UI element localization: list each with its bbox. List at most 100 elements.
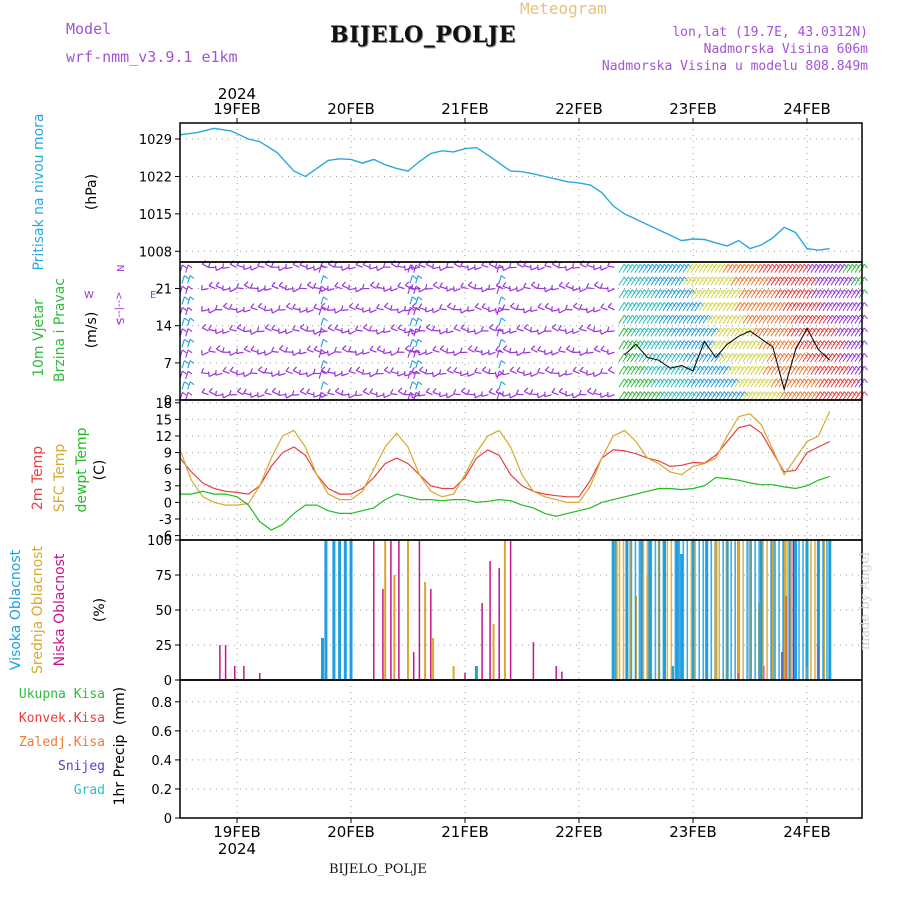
wind-barb: [667, 263, 672, 269]
wind-barb: [834, 378, 841, 388]
wind-barb: [806, 391, 813, 401]
wind-barb: [654, 327, 661, 337]
wind-barb: [854, 340, 861, 350]
wind-barb: [508, 392, 511, 398]
wind-barb: [690, 391, 697, 401]
wind-barb: [854, 353, 861, 363]
wind-barb: [407, 307, 411, 316]
wind-barb: [488, 387, 493, 393]
wind-barb: [558, 324, 562, 330]
wind-barb: [263, 305, 267, 311]
wind-barb: [746, 263, 753, 273]
wind-barb: [759, 289, 764, 294]
wind-barb: [627, 289, 632, 294]
wind-barb: [631, 391, 636, 396]
wind-barb: [663, 391, 668, 396]
wind-barb: [320, 275, 324, 284]
wind-barb: [810, 263, 817, 273]
wind-barb: [187, 285, 193, 290]
wind-barb: [650, 353, 657, 363]
wind-barb: [327, 392, 335, 396]
wind-barb: [445, 262, 449, 268]
wind-barb: [607, 306, 615, 311]
wind-barb: [790, 327, 797, 337]
wind-barb: [770, 314, 777, 324]
footer-station: BIJELO_POLJE: [329, 862, 427, 877]
wind-barb: [559, 372, 566, 378]
wind-barb: [623, 276, 628, 282]
wind-barb: [496, 307, 500, 316]
wind-barb: [495, 345, 499, 351]
wind-barb: [771, 340, 776, 345]
wind-barb: [807, 327, 812, 333]
wind-barb: [687, 391, 692, 396]
wind-barb: [851, 378, 856, 384]
wind-barb: [642, 289, 649, 299]
wind-barb: [208, 281, 213, 287]
wind-barb: [846, 365, 853, 375]
wind-barb: [782, 302, 789, 312]
wind-barb: [642, 276, 649, 286]
wind-barb: [835, 327, 840, 333]
wind-barb: [496, 264, 500, 273]
wind-barb: [618, 353, 625, 363]
wind-barb: [453, 367, 458, 372]
wind-barb: [699, 327, 704, 333]
wind-barb: [851, 276, 856, 282]
wind-barb: [647, 391, 652, 396]
wind-barb: [759, 327, 764, 333]
wind-barb: [767, 314, 772, 320]
wind-barb: [695, 365, 700, 371]
wind-barb: [714, 365, 721, 375]
wind-barb: [759, 391, 764, 396]
wind-barb: [718, 391, 725, 401]
wind-barb: [782, 289, 789, 299]
wind-barb: [630, 378, 637, 388]
wind-barb: [488, 323, 494, 329]
wind-barb: [695, 314, 700, 320]
wind-barb: [229, 308, 237, 311]
wind-barb: [710, 353, 717, 363]
wind-barb: [207, 371, 210, 377]
wind-barb: [410, 264, 415, 269]
model-label: Model: [66, 20, 112, 38]
wind-barb: [391, 351, 398, 357]
wind-barb: [818, 302, 825, 312]
wind-barb: [758, 391, 765, 401]
wind-barb: [655, 289, 660, 294]
wind-barb: [827, 263, 832, 269]
wind-barb: [835, 276, 840, 282]
wind-barb: [201, 309, 209, 312]
wind-barb: [647, 327, 652, 333]
wind-barb: [663, 314, 668, 320]
wind-barb: [743, 353, 748, 358]
wind-barb: [537, 371, 545, 375]
wind-barb: [243, 266, 251, 271]
wind-barb: [731, 314, 736, 320]
wind-barb: [703, 263, 708, 269]
wind-barb: [803, 263, 808, 269]
wind-barb: [814, 289, 821, 299]
wind-barb: [229, 370, 237, 375]
ytick-label-wind: 14: [155, 320, 172, 335]
wind-barb: [703, 353, 708, 358]
wind-barb: [798, 391, 805, 401]
wind-barb: [383, 369, 391, 374]
wind-barb: [835, 302, 840, 307]
wind-barb: [794, 365, 801, 375]
wind-barb: [790, 340, 797, 350]
wind-barb: [663, 340, 668, 345]
wind-barb: [654, 289, 661, 299]
wind-barb: [579, 308, 587, 311]
wind-barb: [523, 282, 527, 288]
wind-barb: [682, 314, 689, 324]
wind-barb: [348, 350, 356, 353]
wind-barb: [334, 387, 340, 392]
wind-barb: [544, 265, 552, 268]
wind-barb: [618, 391, 625, 401]
compass-n: N: [116, 265, 127, 272]
wind-barb: [671, 391, 676, 396]
wind-barb: [407, 264, 411, 273]
wind-barb: [790, 378, 797, 388]
wind-barb: [523, 387, 529, 392]
